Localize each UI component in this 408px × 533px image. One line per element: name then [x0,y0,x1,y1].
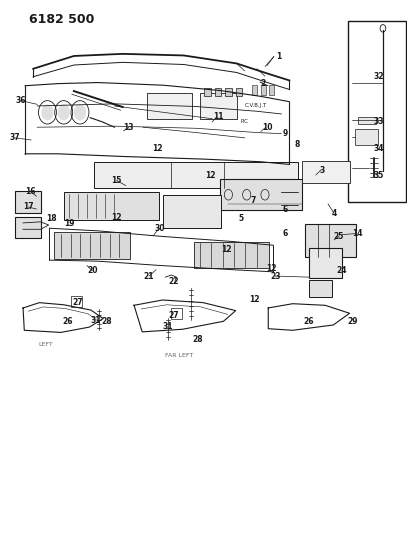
Text: 36: 36 [16,96,26,105]
Text: 8: 8 [295,140,300,149]
Text: 5: 5 [238,214,243,223]
Text: C.V.B.J.T: C.V.B.J.T [245,103,267,108]
Bar [305,224,356,257]
Text: 7: 7 [250,196,255,205]
Text: LEFT: LEFT [38,342,53,346]
Text: 9: 9 [283,129,288,138]
Text: P.C: P.C [241,119,248,124]
Text: 18: 18 [46,214,57,223]
Text: 31: 31 [91,316,102,325]
Bar [171,308,182,319]
Text: 15: 15 [111,176,122,185]
Text: 28: 28 [193,335,203,344]
Bar [225,88,232,96]
Text: 20: 20 [87,266,98,275]
Bar [94,163,297,188]
Text: 32: 32 [374,72,384,81]
Text: 11: 11 [213,112,224,121]
Bar [162,195,222,228]
Text: 2: 2 [260,78,266,87]
Text: 12: 12 [250,295,260,304]
Text: 12: 12 [221,245,232,254]
Text: 19: 19 [64,220,75,229]
Text: 6: 6 [283,229,288,238]
Circle shape [74,104,86,120]
Text: 26: 26 [304,317,314,326]
Text: 31: 31 [162,322,173,331]
Text: 30: 30 [154,224,164,233]
Text: 17: 17 [23,203,33,212]
Text: 14: 14 [353,229,363,238]
Text: 27: 27 [168,311,179,320]
Text: 12: 12 [111,213,122,222]
Bar [236,88,242,96]
Text: 12: 12 [266,264,276,272]
Text: 1: 1 [277,52,282,61]
Bar [252,85,257,95]
Text: 34: 34 [374,144,384,153]
Bar [220,179,302,209]
Text: 6182 500: 6182 500 [29,13,95,26]
Circle shape [41,104,53,120]
Bar [309,280,333,297]
Bar [204,88,211,96]
Text: 29: 29 [347,317,358,326]
Bar [71,296,82,307]
Text: 4: 4 [331,209,337,218]
Text: 27: 27 [73,298,83,307]
Bar [64,192,159,220]
Text: 3: 3 [319,166,324,175]
Bar [15,191,41,213]
Text: 6: 6 [283,205,288,214]
Text: FAR LEFT: FAR LEFT [165,353,193,358]
Text: 26: 26 [62,317,73,326]
Bar [269,85,274,95]
Bar [309,248,342,278]
Text: 10: 10 [262,123,272,132]
Text: 21: 21 [144,272,154,280]
Bar [348,21,406,201]
Text: 13: 13 [124,123,134,132]
Text: 16: 16 [25,187,35,196]
Text: 35: 35 [374,171,384,180]
Text: 28: 28 [101,317,112,326]
Bar [54,232,130,259]
Text: 24: 24 [336,266,347,275]
Circle shape [58,104,70,120]
Bar [215,88,221,96]
Bar [261,85,266,95]
Bar [355,130,378,146]
Bar [302,161,350,183]
Bar [194,241,269,268]
Text: 12: 12 [152,144,162,153]
Bar [15,217,41,238]
Bar [358,117,376,124]
Text: 37: 37 [10,133,20,142]
Bar [147,93,192,119]
Text: 12: 12 [205,171,215,180]
Text: 25: 25 [334,232,344,241]
Text: 33: 33 [374,117,384,126]
Bar [200,93,237,119]
Text: 23: 23 [270,272,280,280]
Text: 22: 22 [168,277,179,286]
